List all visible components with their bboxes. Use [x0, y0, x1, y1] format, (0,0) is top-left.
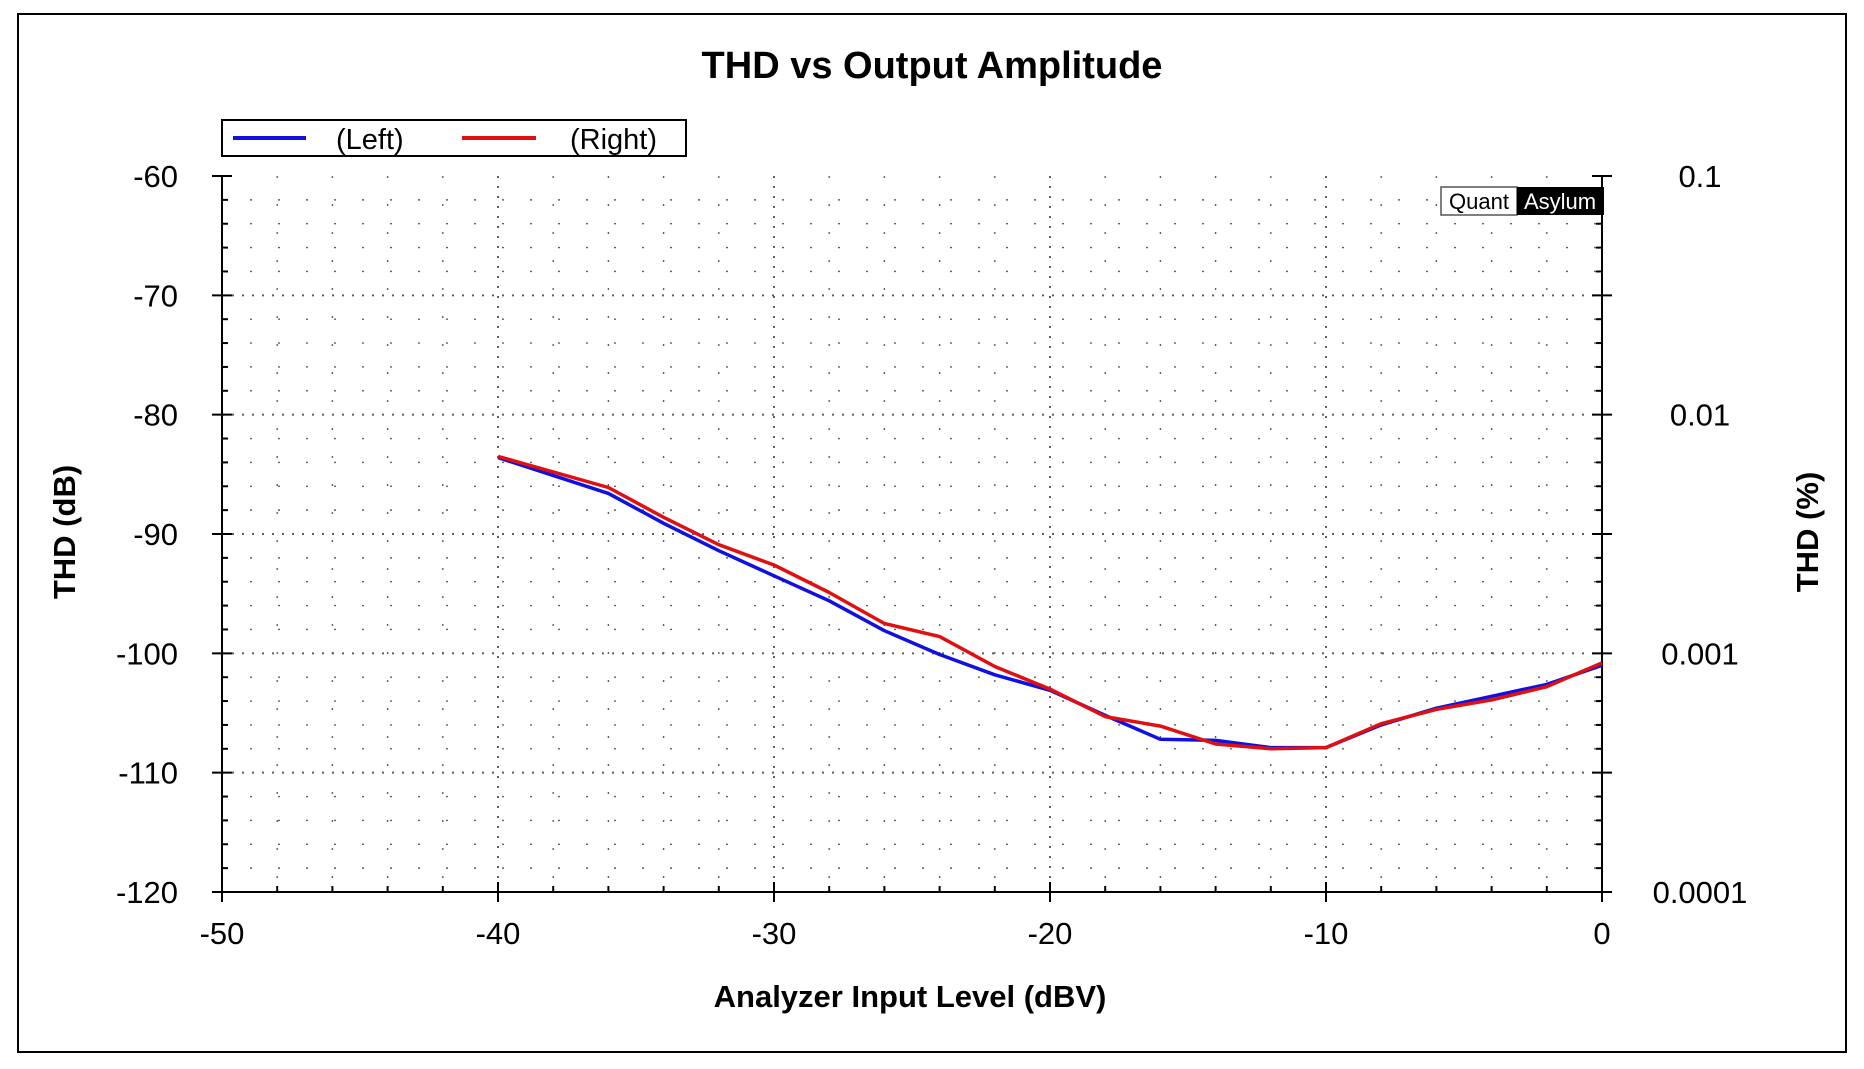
quantasylum-logo: Quant Asylum [1440, 186, 1604, 216]
logo-left-box [1440, 186, 1518, 216]
logo-right-box [1517, 187, 1604, 215]
y-tick-label: -120 [116, 875, 178, 910]
series-line-right [497, 454, 1603, 751]
y2-tick-label: 0.01 [1670, 398, 1730, 433]
x-tick-label: 0 [1593, 916, 1610, 951]
y2-axis-label: THD (%) [1790, 472, 1825, 593]
grid [222, 176, 1602, 892]
chart-title: THD vs Output Amplitude [702, 45, 1163, 87]
x-tick-label: -20 [1028, 916, 1073, 951]
y-tick-label: -90 [133, 517, 178, 552]
axes: -50 -40 -30 -20 -10 0-60-70-80-90-100-110-120… [116, 159, 1747, 951]
y-tick-label: -80 [133, 398, 178, 433]
series-layer [497, 454, 1603, 751]
legend-label-left: (Left) [336, 124, 404, 156]
legend-label-right: (Right) [570, 124, 657, 156]
y2-tick-label: 0.0001 [1653, 875, 1748, 910]
logo-text-quant: Quant [1449, 189, 1509, 214]
x-tick-label: -30 [752, 916, 797, 951]
y-tick-label: -70 [133, 278, 178, 313]
y-tick-label: -60 [133, 159, 178, 194]
x-axis-label: Analyzer Input Level (dBV) [714, 979, 1107, 1014]
x-tick-label: -10 [1304, 916, 1349, 951]
y-tick-label: -100 [116, 636, 178, 671]
y-tick-label: -110 [118, 756, 178, 791]
logo-text-asylum: Asylum [1524, 189, 1596, 214]
x-tick-label: -50 [200, 916, 245, 951]
x-tick-label: -40 [476, 916, 521, 951]
y-axis-label: THD (dB) [47, 465, 82, 599]
legend: (Left) (Right) [221, 119, 687, 157]
y2-tick-label: 0.1 [1678, 159, 1721, 194]
y2-tick-label: 0.001 [1661, 636, 1739, 671]
